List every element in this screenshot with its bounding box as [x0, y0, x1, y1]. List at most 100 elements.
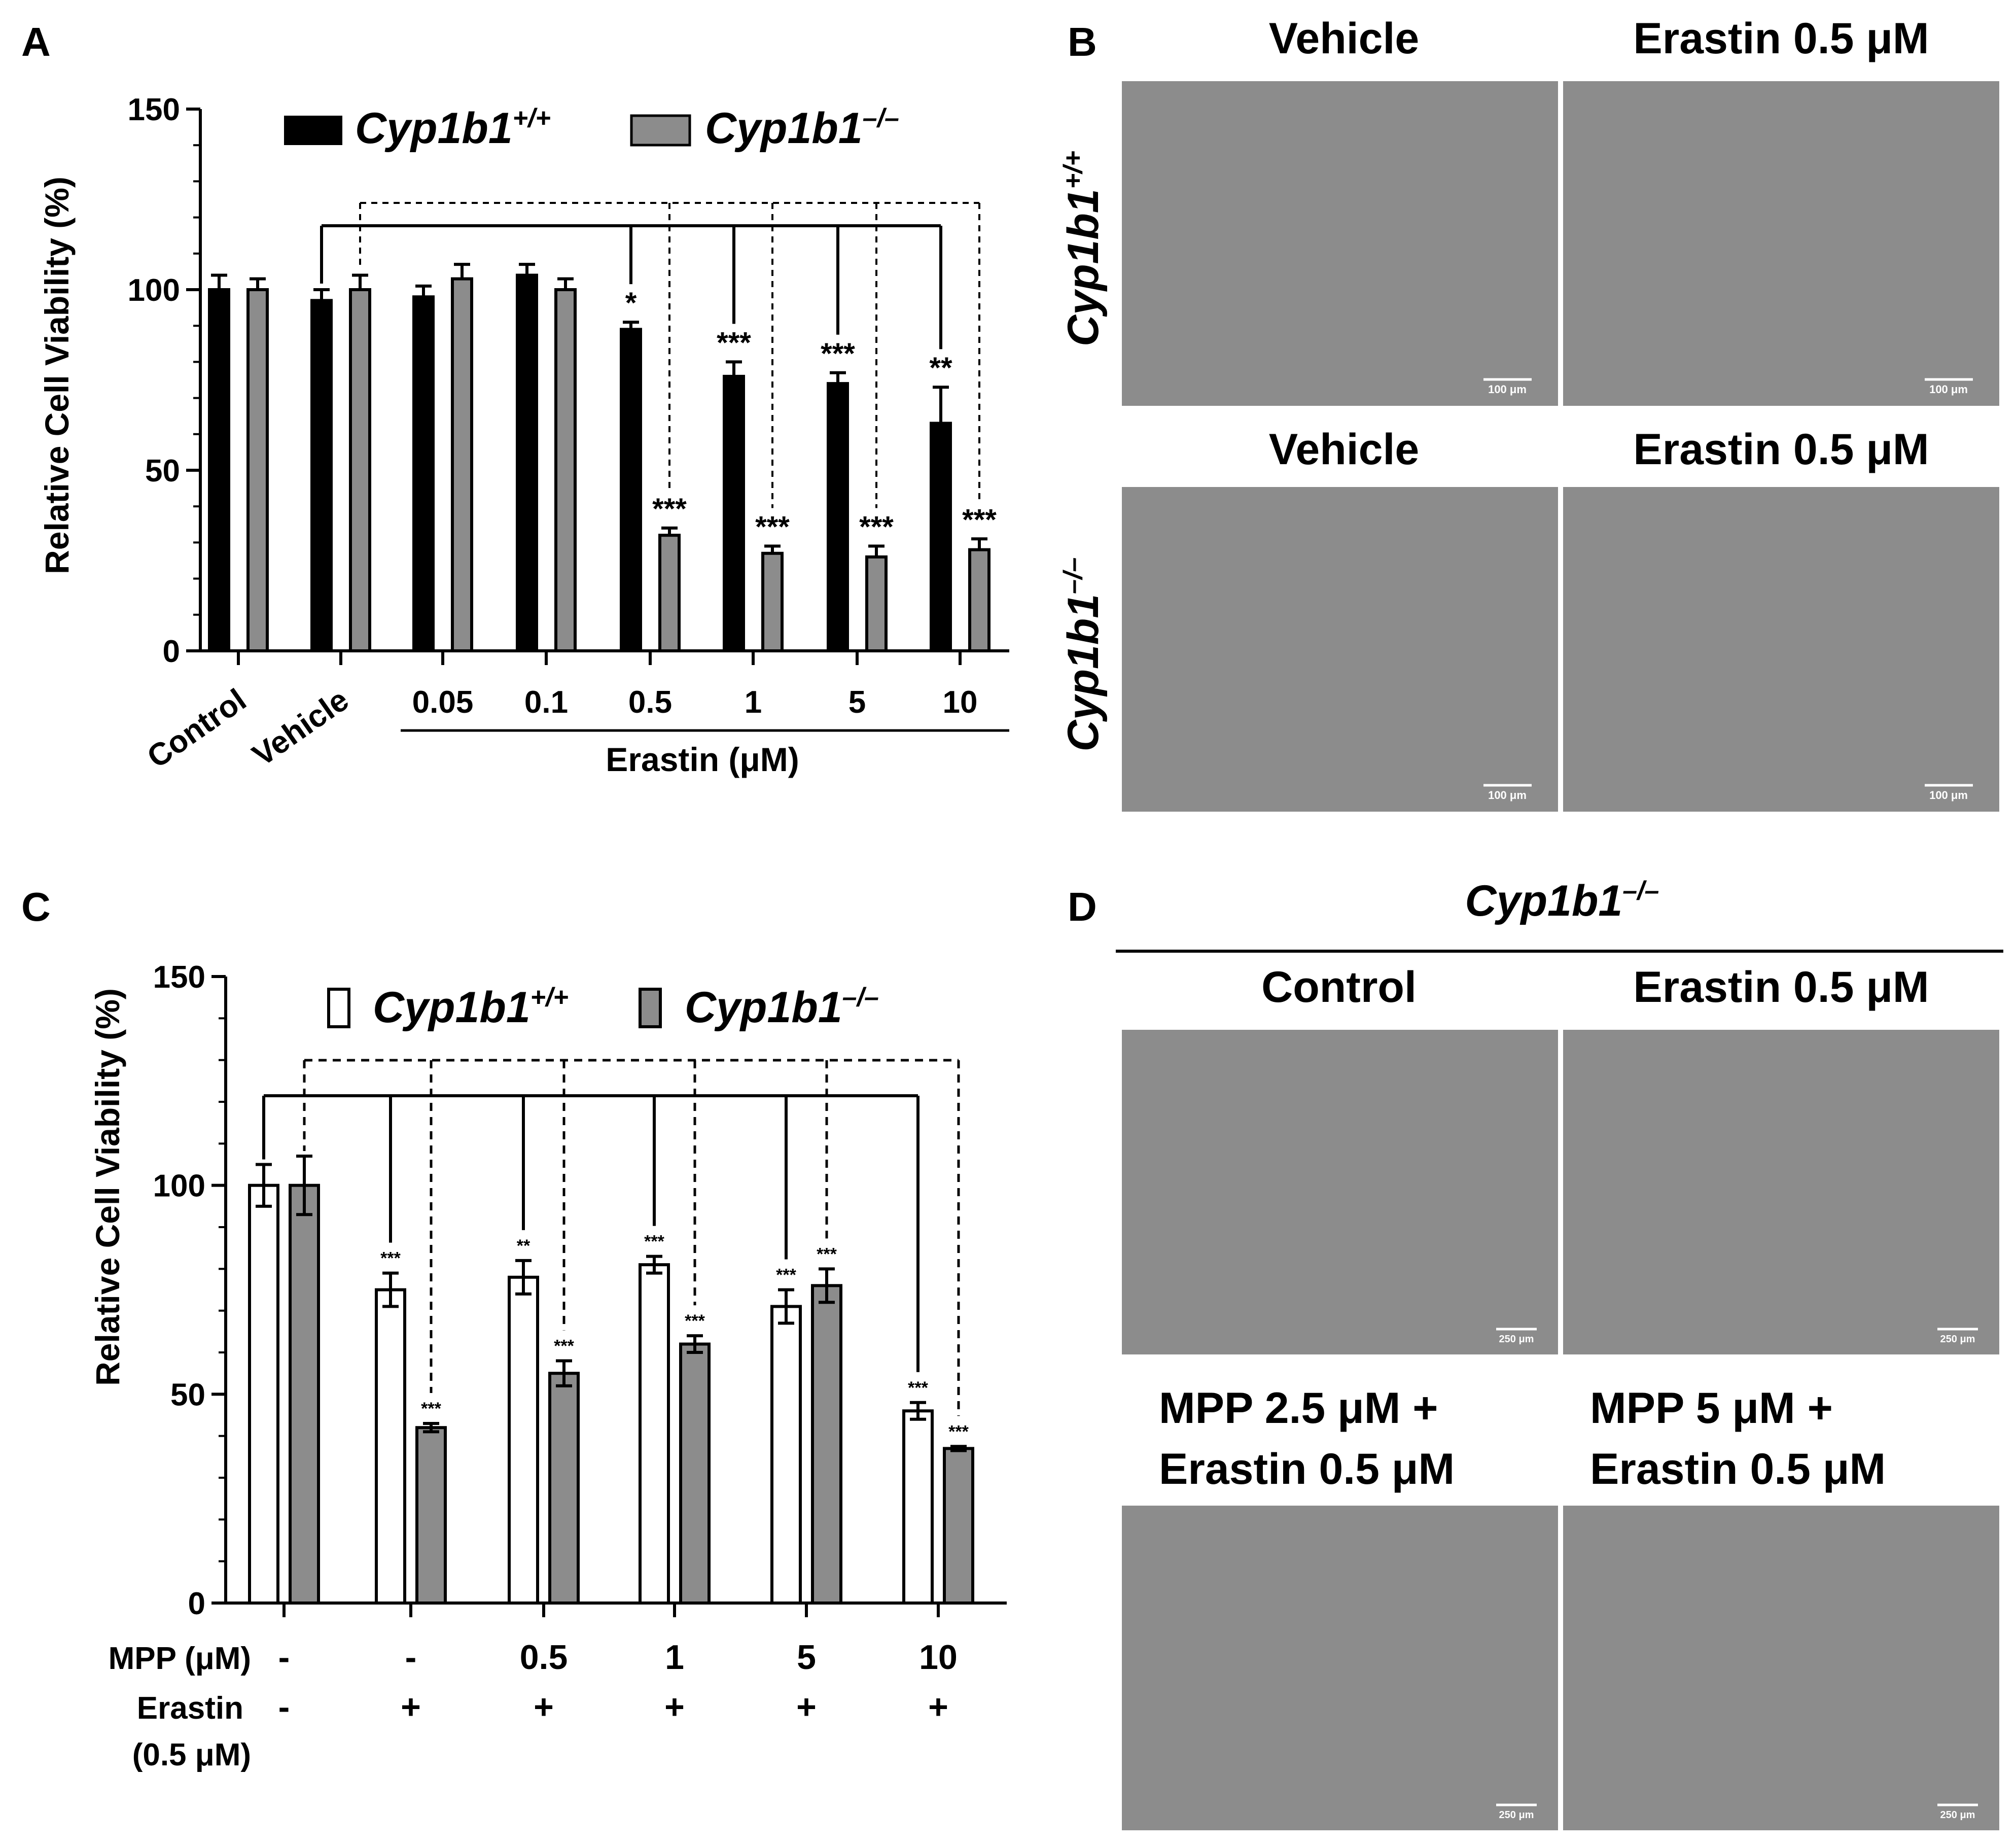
- chart-c-ylabel: Relative Cell Viability (%): [89, 988, 126, 1386]
- chart-c-y-tick-label: 0: [188, 1586, 205, 1621]
- chart-c-bar-ko: [415, 1426, 447, 1605]
- panel-d-col-label-erastin: Erastin 0.5 μM: [1633, 963, 1929, 1012]
- micrograph-d-erastin: [1563, 1030, 1999, 1354]
- micrograph-b-ko-vehicle: [1122, 487, 1558, 812]
- scale-bar-b-4-label: 100 μm: [1929, 789, 1968, 802]
- chart-a-ylabel: Relative Cell Viability (%): [38, 177, 76, 574]
- chart-a-x-tick-label: 0.05: [412, 685, 474, 720]
- scale-bar-b-3-label: 100 μm: [1488, 789, 1527, 802]
- panel-d-micrographs: Cyp1b1–/– Control Erastin 0.5 μM MPP 2.5…: [1116, 876, 2003, 1830]
- chart-c-significance-label: ***: [685, 1311, 705, 1331]
- legend-a-label-wt: Cyp1b1+/+: [355, 103, 551, 153]
- chart-c-bar-ko: [679, 1342, 711, 1605]
- panel-b-row2-col-label-vehicle: Vehicle: [1269, 425, 1419, 474]
- chart-c-bar-ko: [943, 1447, 974, 1605]
- panel-b-col-label-vehicle: Vehicle: [1269, 14, 1419, 63]
- panel-d-label-mpp25-line2: Erastin 0.5 μM: [1159, 1445, 1455, 1493]
- legend-a-swatch-wt: [284, 116, 342, 145]
- chart-c-bar-wt: [508, 1275, 539, 1605]
- micrograph-d-mpp25-erastin: [1122, 1506, 1558, 1830]
- chart-c-erastin-value: +: [664, 1688, 685, 1726]
- micrograph-b-ko-erastin: [1563, 487, 1999, 812]
- chart-c-significance-label: ***: [380, 1249, 401, 1268]
- chart-a-bar-ko: [451, 277, 473, 652]
- chart-a-significance-label: ***: [717, 326, 751, 359]
- chart-c-erastin-value: +: [534, 1688, 554, 1726]
- chart-a-bar-ko: [761, 551, 784, 653]
- chart-a-bar-wt: [723, 374, 745, 652]
- chart-c-y-tick-label: 50: [170, 1377, 205, 1412]
- chart-a-significance-label: **: [929, 352, 952, 385]
- chart-a-significance-label: ***: [859, 511, 894, 544]
- chart-c-erastin-value: -: [278, 1688, 290, 1726]
- chart-a-y-tick-label: 0: [163, 634, 180, 669]
- scale-bar-d-2-label: 250 μm: [1940, 1334, 1975, 1345]
- scale-bar-d-1-label: 250 μm: [1499, 1334, 1534, 1345]
- micrograph-d-mpp5-erastin: [1563, 1506, 1999, 1830]
- chart-c-significance-label: ***: [948, 1422, 969, 1441]
- chart-a-bar-ko: [554, 288, 577, 652]
- chart-c-bar-wt: [902, 1409, 934, 1605]
- chart-c-bar-ko: [289, 1183, 320, 1605]
- chart-c-erastin-value: +: [401, 1688, 421, 1726]
- panel-b-row-label-ko: Cyp1b1–/–: [1058, 558, 1108, 752]
- chart-a-significance-brackets: [320, 202, 980, 508]
- chart-c-row-label-erastin: Erastin: [137, 1691, 243, 1726]
- scale-bar-b-1-label: 100 μm: [1488, 383, 1527, 396]
- chart-c-significance-label: ***: [644, 1232, 664, 1251]
- chart-a-bar-wt: [620, 328, 642, 652]
- micrograph-b-wt-erastin: [1563, 81, 1999, 406]
- panel-b-row2-col-label-erastin: Erastin 0.5 μM: [1633, 425, 1929, 474]
- chart-a-group-label: Erastin (μM): [606, 741, 799, 778]
- chart-a-x-tick-label: Vehicle: [246, 682, 355, 773]
- chart-c-axes: 0 50 100 150: [153, 960, 1007, 1621]
- chart-a-bar-wt: [930, 422, 952, 652]
- chart-a-x-tick-label: 1: [745, 685, 762, 720]
- chart-a-y-tick-label: 100: [128, 273, 180, 308]
- panel-d-label-mpp5-line2: Erastin 0.5 μM: [1590, 1445, 1886, 1493]
- legend-c-swatch-wt: [327, 988, 350, 1028]
- chart-c-condition-rows: - - - +0.5 +1 +5 +10 +: [278, 1638, 958, 1726]
- panel-b-micrographs: Vehicle Erastin 0.5 μM Cyp1b1+/+ Vehicle…: [1058, 14, 1999, 812]
- legend-c-label-wt: Cyp1b1+/+: [373, 983, 569, 1032]
- chart-a-bar-wt: [208, 288, 230, 652]
- chart-c-significance-brackets: [262, 1059, 960, 1416]
- legend-c-label-ko: Cyp1b1–/–: [685, 983, 879, 1032]
- chart-c-significance-label: ***: [817, 1244, 837, 1264]
- chart-a-bar-ko: [658, 534, 681, 653]
- chart-c-mpp-value: 1: [665, 1638, 684, 1677]
- chart-c-significance-label: ***: [554, 1336, 574, 1355]
- chart-c-mpp-value: -: [278, 1638, 290, 1677]
- chart-c-bar-ko: [811, 1284, 842, 1605]
- chart-c-bars: ***** ************************: [248, 1155, 974, 1617]
- chart-c-y-tick-label: 100: [153, 1169, 205, 1204]
- chart-a-bar-ko: [968, 548, 991, 653]
- chart-a-x-tick-label: 0.1: [524, 685, 568, 720]
- chart-c-bar-wt: [639, 1263, 670, 1605]
- chart-a-x-tick-label: 5: [848, 685, 866, 720]
- chart-a-significance-label: *: [625, 287, 637, 320]
- chart-c-bar-wt: [770, 1305, 802, 1605]
- chart-a-bar-wt: [310, 299, 333, 652]
- panel-letter-a: A: [21, 19, 51, 64]
- panel-d-title: Cyp1b1–/–: [1465, 876, 1659, 925]
- chart-c-mpp-value: 0.5: [520, 1638, 568, 1677]
- scale-bar-d-4-label: 250 μm: [1940, 1809, 1975, 1821]
- micrograph-d-control: [1122, 1030, 1558, 1354]
- chart-c-significance-label: ***: [421, 1399, 441, 1418]
- chart-c-erastin-value: +: [928, 1688, 948, 1726]
- chart-c-y-tick-label: 150: [153, 960, 205, 995]
- micrograph-b-wt-vehicle: [1122, 81, 1558, 406]
- chart-a-bar-wt: [516, 273, 538, 652]
- chart-c-row-label-mpp: MPP (μM): [109, 1641, 251, 1676]
- panel-d-label-mpp5-line1: MPP 5 μM +: [1590, 1384, 1833, 1433]
- chart-a-bar-ko: [246, 288, 269, 652]
- panel-d-col-label-control: Control: [1261, 963, 1417, 1012]
- chart-c-row-label-erastin-conc: (0.5 μM): [132, 1737, 251, 1772]
- chart-a-significance-label: ***: [962, 503, 997, 536]
- chart-a-bar-ko: [349, 288, 371, 652]
- chart-a-x-tick-label: 0.5: [628, 685, 672, 720]
